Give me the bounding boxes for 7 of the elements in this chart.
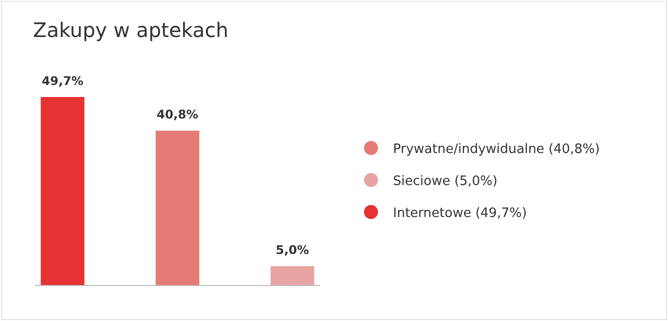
data-label: 40,8% bbox=[156, 108, 198, 122]
chart-title: Zakupy w aptekach bbox=[33, 18, 228, 42]
legend-label: Prywatne/indywidualne (40,8%) bbox=[393, 142, 600, 157]
data-label: 49,7% bbox=[42, 74, 84, 88]
legend-label: Sieciowe (5,0%) bbox=[393, 174, 498, 189]
data-label: 5,0% bbox=[276, 243, 310, 258]
legend-label: Internetowe (49,7%) bbox=[393, 206, 527, 221]
